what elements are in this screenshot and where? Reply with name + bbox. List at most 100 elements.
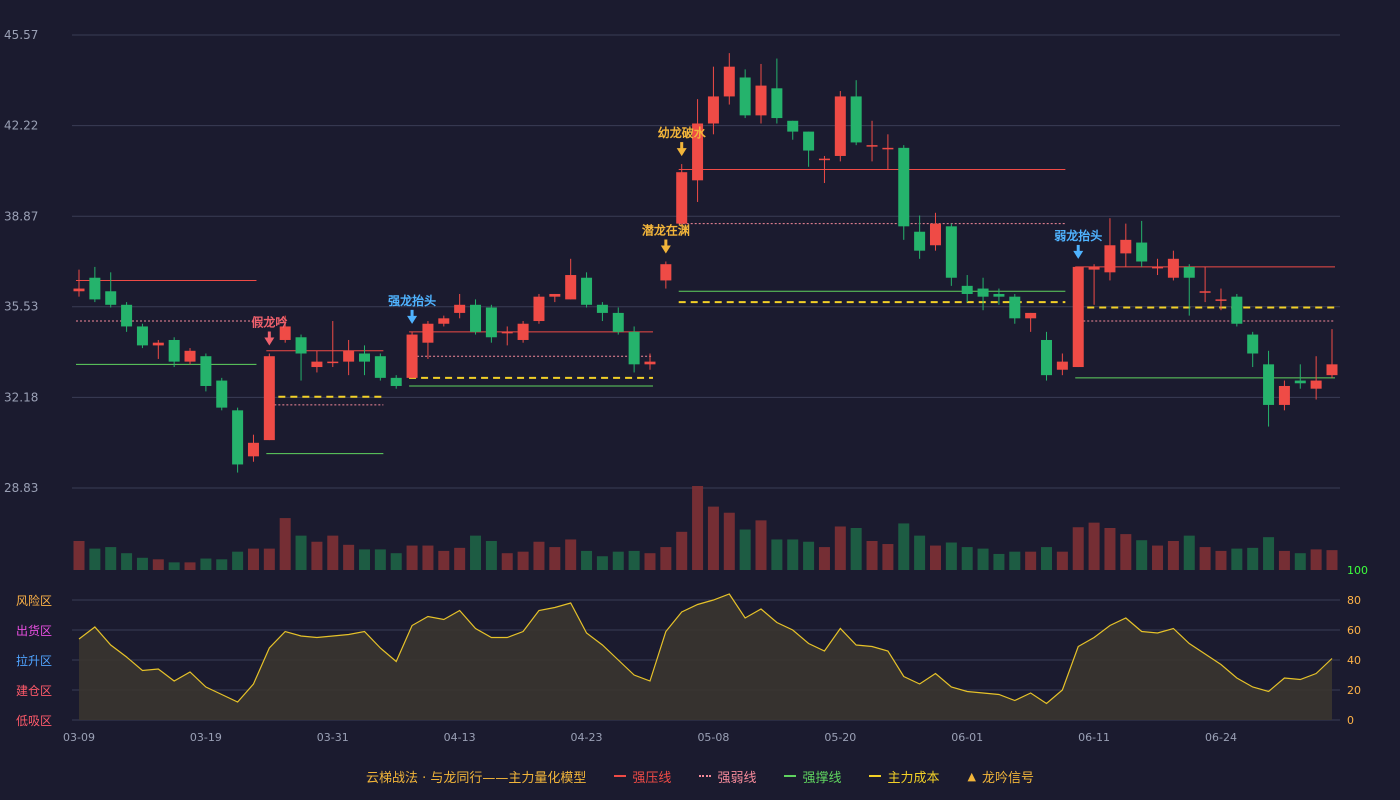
candle-body (279, 326, 291, 340)
legend-label: 强弱线 (717, 770, 757, 786)
candle-body (628, 331, 640, 365)
volume-bar (263, 548, 275, 570)
date-tick-label: 05-20 (824, 731, 856, 744)
volume-bar (1326, 550, 1338, 570)
osc-axis-label: 80 (1347, 594, 1361, 607)
volume-bar (818, 547, 830, 570)
volume-bar (692, 486, 704, 570)
candle-body (216, 380, 228, 408)
volume-bar (834, 526, 846, 570)
candle-body (850, 96, 862, 143)
candle-body (834, 96, 846, 156)
osc-zone-label: 低吸区 (16, 714, 52, 728)
osc-zone-label: 出货区 (16, 623, 52, 638)
candle-body (755, 85, 767, 116)
volume-bar (358, 549, 370, 570)
volume-bar (89, 548, 101, 570)
legend-swatch-icon: ▲ (967, 769, 976, 783)
candle-body (1263, 364, 1275, 405)
candle-body (945, 226, 957, 278)
signal-label: 潜龙在渊 (642, 223, 690, 238)
volume-bar (739, 529, 751, 570)
candle-body (1136, 242, 1148, 262)
signal-arrow-icon (1073, 250, 1084, 259)
candle-body (1167, 258, 1179, 278)
volume-bar (771, 539, 783, 570)
candle-body (581, 277, 593, 305)
candle-body (818, 158, 830, 161)
volume-bar (1152, 545, 1164, 570)
osc-axis-label: 60 (1347, 624, 1361, 637)
volume-bar (1167, 540, 1179, 570)
candle-body (723, 66, 735, 97)
volume-bar (374, 549, 386, 570)
candle-body (327, 361, 339, 364)
legend-item: 强压线 (614, 767, 671, 786)
volume-bar (216, 559, 228, 570)
candle-body (533, 296, 545, 322)
candle-body (343, 350, 355, 362)
price-tick-label: 38.87 (4, 209, 38, 223)
candle-body (1294, 380, 1306, 384)
signal-arrow-icon (407, 315, 418, 324)
date-tick-label: 03-31 (317, 731, 349, 744)
signal-label: 幼龙破水 (658, 125, 707, 140)
volume-bar (961, 547, 973, 570)
volume-bar (438, 550, 450, 570)
volume-bar (1278, 550, 1290, 570)
volume-bar (470, 535, 482, 570)
volume-bar (406, 545, 418, 570)
candle-body (311, 361, 323, 368)
volume-bar (660, 547, 672, 570)
candle-body (263, 356, 275, 441)
signal-label: 假龙吟 (251, 315, 287, 330)
candle-body (739, 77, 751, 116)
signal-label: 弱龙抬头 (1054, 228, 1102, 243)
candle-body (866, 145, 878, 147)
candle-body (1056, 361, 1068, 370)
volume-bar (596, 556, 608, 570)
candle-body (152, 342, 164, 346)
candle-body (596, 304, 608, 313)
candle-body (1009, 296, 1021, 319)
candle-body (121, 304, 133, 327)
volume-bar (1025, 551, 1037, 570)
volume-bar (707, 506, 719, 570)
candle-body (771, 88, 783, 119)
volume-bar (454, 547, 466, 570)
candle-body (485, 307, 497, 338)
candle-body (517, 323, 529, 340)
signal-arrow-icon (676, 148, 687, 157)
candle-body (1310, 380, 1322, 389)
candle-body (501, 331, 513, 334)
candle-body (89, 277, 101, 300)
volume-bar (485, 540, 497, 570)
candle-body (422, 323, 434, 343)
signal-arrow-icon (264, 337, 275, 346)
candle-body (232, 410, 244, 465)
osc-zone-label: 风险区 (16, 593, 52, 608)
volume-bar (581, 550, 593, 570)
legend-label: 强撑线 (802, 770, 842, 786)
date-tick-label: 06-24 (1205, 731, 1237, 744)
candle-body (390, 377, 402, 386)
date-tick-label: 06-01 (951, 731, 983, 744)
signal-arrow-stem (664, 239, 668, 247)
candle-body (1231, 296, 1243, 324)
legend: 云梯战法 · 与龙同行——主力量化模型 强压线 强弱线 强撑线 主力成本 ▲ 龙吟信号 (0, 766, 1400, 786)
volume-bar (327, 535, 339, 570)
volume-bar (184, 562, 196, 570)
candle-body (105, 291, 117, 305)
candle-body (1072, 266, 1084, 368)
legend-label: 强压线 (632, 770, 672, 786)
candle-body (898, 147, 910, 227)
volume-bar (1183, 535, 1195, 570)
date-tick-label: 06-11 (1078, 731, 1110, 744)
volume-bar (390, 553, 402, 570)
legend-item: 强撑线 (784, 767, 841, 786)
volume-bar (232, 551, 244, 570)
volume-bar (945, 542, 957, 570)
volume-bar (977, 548, 989, 570)
candle-body (1326, 364, 1338, 376)
legend-item: ▲ 龙吟信号 (967, 767, 1033, 786)
